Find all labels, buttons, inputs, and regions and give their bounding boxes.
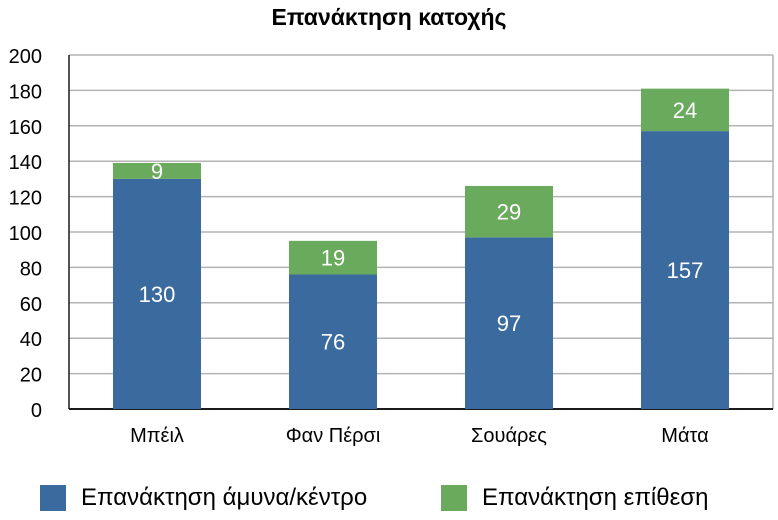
data-label: 24 xyxy=(673,98,697,123)
legend-label-defense: Επανάκτηση άμυνα/κέντρο xyxy=(81,484,368,511)
data-label: 97 xyxy=(497,311,521,336)
y-tick-label: 0 xyxy=(31,400,42,422)
y-tick-label: 100 xyxy=(9,223,42,245)
y-tick-label: 200 xyxy=(9,46,42,68)
legend-item-attack: Επανάκτηση επίθεση xyxy=(441,484,708,512)
bar-attack xyxy=(289,240,377,275)
legend-item-defense: Επανάκτηση άμυνα/κέντρο xyxy=(40,484,367,512)
bar-defense xyxy=(113,178,201,409)
bar-defense xyxy=(289,274,377,409)
data-label: 9 xyxy=(151,159,163,184)
legend: Επανάκτηση άμυνα/κέντρο Επανάκτηση επίθε… xyxy=(0,484,778,520)
y-tick-label: 140 xyxy=(9,152,42,174)
bar-defense xyxy=(465,237,553,409)
y-tick-label: 120 xyxy=(9,188,42,210)
bar-attack xyxy=(641,88,729,132)
y-tick-label: 60 xyxy=(20,294,42,316)
data-label: 130 xyxy=(139,282,176,307)
legend-swatch-defense xyxy=(40,485,66,511)
x-tick-label: Σουάρες xyxy=(471,425,547,447)
x-tick-label: Μπέιλ xyxy=(130,425,184,447)
x-tick-label: Μάτα xyxy=(661,425,708,447)
x-tick-label: Φαν Πέρσι xyxy=(286,425,381,447)
y-tick-label: 20 xyxy=(20,365,42,387)
chart-title: Επανάκτηση κατοχής xyxy=(271,4,507,30)
y-tick-label: 40 xyxy=(20,329,42,351)
data-label: 19 xyxy=(321,246,345,271)
bar-attack xyxy=(113,162,201,179)
legend-label-attack: Επανάκτηση επίθεση xyxy=(482,484,709,511)
legend-swatch-attack xyxy=(441,485,467,511)
bar-attack xyxy=(465,185,553,238)
data-label: 76 xyxy=(321,330,345,355)
data-label: 29 xyxy=(497,200,521,225)
y-tick-label: 80 xyxy=(20,258,42,280)
data-label: 157 xyxy=(667,258,704,283)
bar-defense xyxy=(641,131,729,410)
y-tick-label: 180 xyxy=(9,81,42,103)
y-tick-label: 160 xyxy=(9,117,42,139)
